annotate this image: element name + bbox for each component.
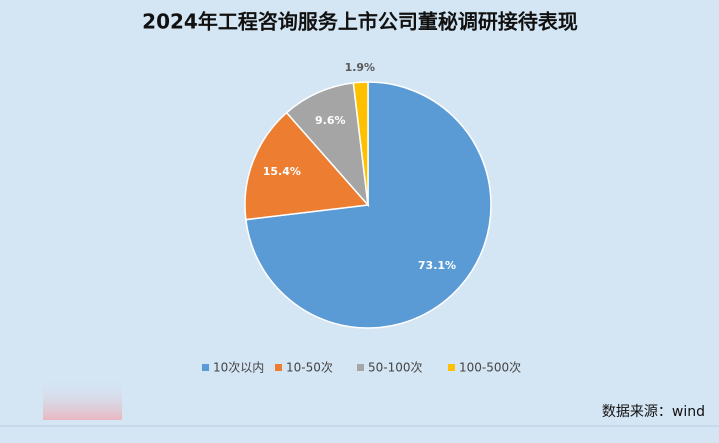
legend-label: 100-500次 [459,361,521,375]
source-note: 数据来源：wind [602,404,705,420]
legend-label: 10次以内 [213,361,264,375]
chart-title: 2024年工程咨询服务上市公司董秘调研接待表现 [142,10,578,34]
legend-label: 10-50次 [286,361,333,375]
pie-slice [285,82,370,208]
legend-swatch [357,364,364,371]
legend-swatch [202,364,209,371]
data-label: 73.1% [418,259,456,272]
legend-swatch [448,364,455,371]
pie-slice [352,81,369,206]
legend-label: 50-100次 [368,361,423,375]
legend-swatch [275,364,282,371]
pie-slice [244,111,370,221]
decoration [43,378,122,420]
data-label: 9.6% [315,114,346,127]
data-label: 1.9% [345,61,376,74]
data-label: 15.4% [263,165,301,178]
